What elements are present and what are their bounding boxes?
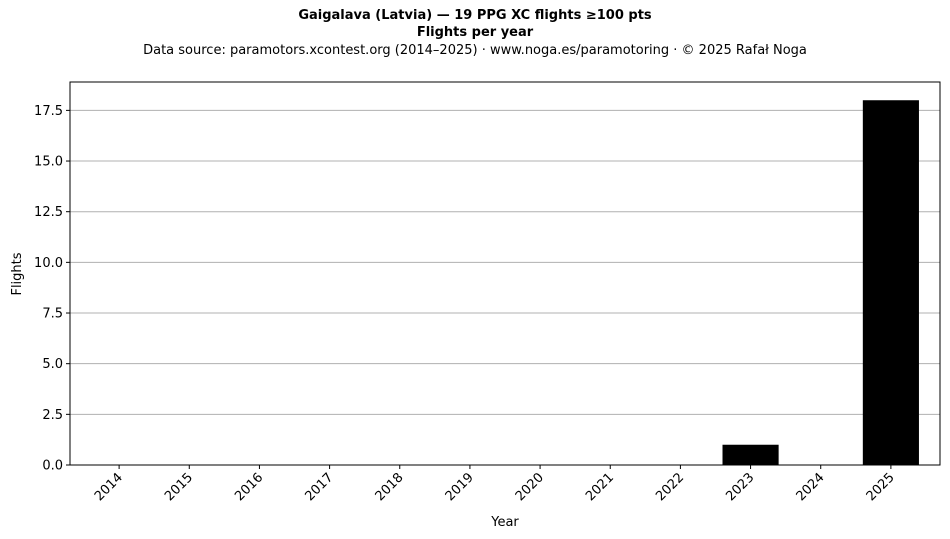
x-tick-label: 2024 — [794, 470, 828, 504]
bars — [722, 100, 919, 465]
x-tick-label: 2022 — [653, 470, 687, 504]
x-tick-label: 2025 — [864, 470, 898, 504]
axes — [66, 81, 941, 469]
y-tick-label: 12.5 — [34, 205, 63, 220]
y-tick-label: 5.0 — [42, 357, 63, 372]
x-tick-label: 2020 — [513, 470, 547, 504]
x-tick-label: 2017 — [302, 470, 336, 504]
x-tick-label: 2014 — [92, 470, 126, 504]
x-tick-label: 2021 — [583, 470, 617, 504]
y-tick-label: 17.5 — [34, 104, 63, 119]
y-tick-label: 15.0 — [34, 155, 63, 170]
x-tick-label: 2019 — [443, 470, 477, 504]
chart-source-note: Data source: paramotors.xcontest.org (20… — [143, 43, 807, 58]
tick-labels: 0.0 2.5 5.0 7.5 10.0 12.5 15.0 17.5 2014 2015 2016… — [34, 104, 898, 504]
y-tick-label: 0.0 — [42, 459, 63, 474]
y-tick-label: 7.5 — [42, 307, 63, 322]
chart-title: Gaigalava (Latvia) — 19 PPG XC flights ≥… — [298, 8, 652, 23]
x-axis-label: Year — [490, 515, 519, 530]
y-tick-label: 10.0 — [34, 256, 63, 271]
grid-lines — [70, 109, 940, 415]
y-axis-label: Flights — [10, 252, 25, 295]
bar-2023 — [722, 444, 779, 465]
plot-frame — [69, 81, 941, 466]
x-tick-label: 2016 — [232, 470, 266, 504]
x-tick-label: 2015 — [162, 470, 196, 504]
x-tick-label: 2018 — [373, 470, 407, 504]
chart-subtitle: Flights per year — [416, 25, 534, 40]
bar-2025 — [862, 100, 919, 465]
y-tick-label: 2.5 — [42, 408, 63, 423]
x-tick-label: 2023 — [723, 470, 757, 504]
